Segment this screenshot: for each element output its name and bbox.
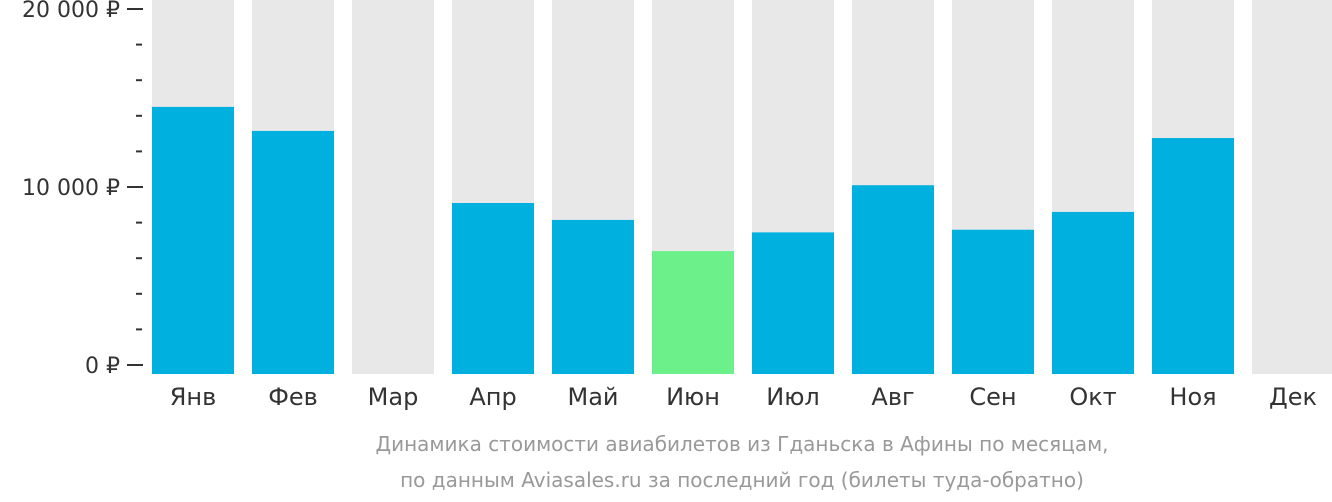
x-tick-label-2: Фев (268, 383, 318, 411)
x-tick-label-6: Июн (666, 383, 720, 411)
x-tick-label-3: Мар (368, 383, 419, 411)
bar-7 (752, 232, 834, 374)
bar-6 (652, 251, 734, 374)
x-tick-label-10: Окт (1069, 383, 1116, 411)
x-tick-label-9: Сен (969, 383, 1016, 411)
x-tick-label-4: Апр (469, 383, 516, 411)
bar-8 (852, 185, 934, 374)
bar-background-12 (1252, 0, 1332, 374)
bar-5 (552, 219, 634, 374)
bar-10 (1052, 211, 1134, 374)
bar-4 (452, 203, 534, 374)
bar-background-3 (352, 0, 434, 374)
x-tick-label-11: Ноя (1169, 383, 1216, 411)
bar-11 (1152, 138, 1234, 374)
bar-9 (952, 229, 1034, 374)
x-tick-label-7: Июл (766, 383, 820, 411)
x-tick-label-1: Янв (170, 383, 217, 411)
bar-2 (252, 130, 334, 374)
bar-1 (152, 106, 234, 375)
y-tick-label-1: 0 ₽ (85, 354, 120, 379)
chart-caption-line-2: по данным Aviasales.ru за последний год … (400, 468, 1084, 492)
x-tick-label-5: Май (567, 383, 618, 411)
x-tick-label-12: Дек (1269, 383, 1317, 411)
y-tick-label-2: 10 000 ₽ (22, 176, 120, 201)
price-bar-chart: Янв Фев Мар Апр Май Июн Июл Авг Сен Окт Ноя Дек 0 ₽ 1… (22, 0, 1332, 411)
chart-caption-line-1: Динамика стоимости авиабилетов из Гданьс… (375, 432, 1109, 456)
y-tick-label-3: 20 000 ₽ (22, 0, 120, 23)
x-tick-label-8: Авг (871, 383, 914, 411)
